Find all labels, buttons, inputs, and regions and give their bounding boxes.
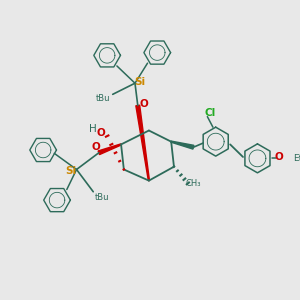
Polygon shape <box>98 144 121 154</box>
Polygon shape <box>171 141 194 149</box>
Text: Si: Si <box>134 77 146 87</box>
Text: O: O <box>140 99 148 109</box>
Text: tBu: tBu <box>94 193 109 202</box>
Text: O: O <box>92 142 100 152</box>
Text: CH₃: CH₃ <box>186 179 201 188</box>
Text: Cl: Cl <box>205 108 216 118</box>
Text: tBu: tBu <box>96 94 110 103</box>
Text: Et: Et <box>293 154 300 163</box>
Text: O: O <box>275 152 284 162</box>
Polygon shape <box>136 105 149 181</box>
Text: Si: Si <box>65 166 76 176</box>
Text: O: O <box>97 128 105 138</box>
Text: H: H <box>89 124 97 134</box>
